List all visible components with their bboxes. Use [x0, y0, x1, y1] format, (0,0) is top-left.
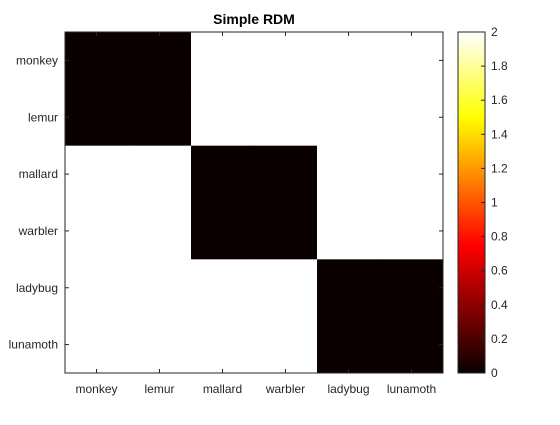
heatmap-cell — [65, 316, 129, 374]
heatmap-cell — [128, 88, 192, 147]
heatmap-cell — [191, 316, 255, 374]
colorbar-tick-label: 1.6 — [491, 93, 508, 107]
heatmap-cell — [254, 32, 318, 90]
y-tick-label: ladybug — [16, 281, 58, 295]
x-tick-label: lemur — [144, 382, 174, 396]
heatmap-cell — [380, 32, 444, 90]
heatmap-cell — [317, 316, 381, 374]
heatmap-cell — [65, 202, 129, 260]
y-tick-label: monkey — [16, 53, 58, 67]
colorbar-tick-label: 0 — [491, 366, 498, 380]
heatmap-cell — [128, 259, 192, 317]
heatmap-cell — [380, 88, 444, 147]
colorbar-tick-label: 0.6 — [491, 264, 508, 278]
x-tick-label: warbler — [265, 382, 305, 396]
y-tick-label: lemur — [28, 110, 58, 124]
heatmap-cell — [191, 202, 255, 260]
x-tick-label: ladybug — [327, 382, 369, 396]
heatmap-cell — [65, 259, 129, 317]
heatmap-cell — [254, 316, 318, 374]
heatmap-cell — [317, 145, 381, 203]
heatmap-cell — [317, 32, 381, 90]
x-tick-label: mallard — [203, 382, 242, 396]
heatmap-cell — [128, 316, 192, 374]
colorbar-tick-label: 0.8 — [491, 230, 508, 244]
y-tick-label: mallard — [19, 167, 58, 181]
heatmap-cell — [317, 88, 381, 147]
heatmap-cell — [254, 202, 318, 260]
heatmap-cell — [65, 88, 129, 147]
x-tick-label: monkey — [75, 382, 117, 396]
heatmap-cell — [380, 316, 444, 374]
heatmap-cell — [380, 202, 444, 260]
colorbar-ticks: 0 0.2 0.4 0.6 0.8 1 1.2 1.4 1.6 1.8 2 — [481, 25, 508, 380]
heatmap-cell — [380, 259, 444, 317]
heatmap-cell — [317, 259, 381, 317]
heatmap-cell — [128, 202, 192, 260]
heatmap-cell — [191, 145, 255, 203]
y-tick-label: lunamoth — [9, 338, 58, 352]
colorbar-tick-label: 0.4 — [491, 298, 508, 312]
x-tick-label: lunamoth — [387, 382, 436, 396]
colorbar-gradient — [458, 32, 485, 373]
y-axis-ticks: monkey lemur mallard warbler ladybug lunamoth — [9, 53, 443, 352]
colorbar: 0 0.2 0.4 0.6 0.8 1 1.2 1.4 1.6 1.8 2 — [457, 25, 508, 380]
colorbar-tick-label: 2 — [491, 25, 498, 39]
chart-title: Simple RDM — [213, 11, 295, 27]
heatmap-cell — [317, 202, 381, 260]
heatmap-cells — [65, 32, 444, 374]
heatmap-cell — [254, 88, 318, 147]
colorbar-tick-label: 0.2 — [491, 332, 508, 346]
heatmap-cell — [65, 145, 129, 203]
colorbar-tick-label: 1.8 — [491, 59, 508, 73]
colorbar-tick-label: 1 — [491, 196, 498, 210]
heatmap-cell — [380, 145, 444, 203]
heatmap-cell — [65, 32, 129, 90]
y-tick-label: warbler — [18, 224, 58, 238]
colorbar-tick-label: 1.2 — [491, 161, 508, 175]
heatmap-cell — [128, 32, 192, 90]
plot-frame — [64, 31, 444, 374]
heatmap-cell — [191, 32, 255, 90]
heatmap-cell — [254, 259, 318, 317]
heatmap-cell — [254, 145, 318, 203]
heatmap-cell — [191, 88, 255, 147]
x-axis-ticks: monkey lemur mallard warbler ladybug lunamoth — [75, 32, 436, 396]
heatmap-cell — [191, 259, 255, 317]
heatmap-cell — [128, 145, 192, 203]
colorbar-tick-label: 1.4 — [491, 127, 508, 141]
